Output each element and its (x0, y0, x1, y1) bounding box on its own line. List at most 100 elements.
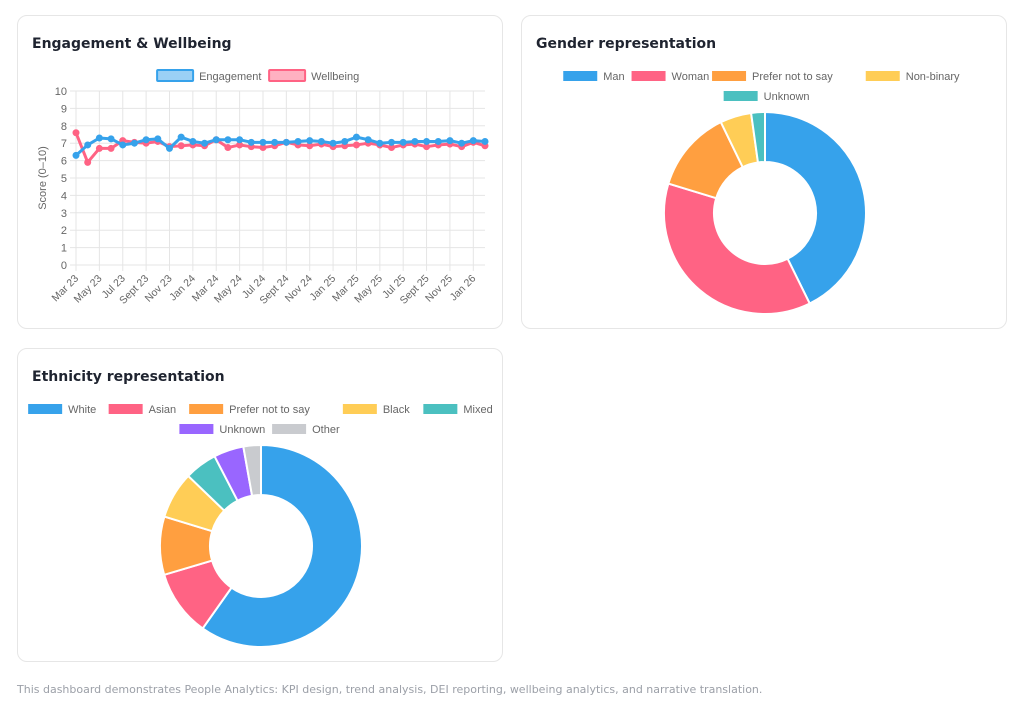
legend-item-unknown[interactable]: Unknown (179, 424, 265, 436)
slice-woman[interactable] (663, 182, 812, 315)
series-engagement (72, 133, 489, 159)
y-tick-label: 2 (61, 225, 67, 237)
data-point-engagement[interactable] (341, 137, 349, 145)
data-point-engagement[interactable] (271, 138, 279, 146)
donut-slices (663, 110, 867, 315)
y-tick-label: 8 (61, 121, 67, 133)
data-point-engagement[interactable] (84, 141, 92, 149)
data-point-engagement[interactable] (236, 136, 244, 144)
data-point-wellbeing[interactable] (95, 144, 103, 152)
legend-swatch-prefer-not-to-say (189, 404, 224, 414)
data-point-engagement[interactable] (364, 136, 372, 144)
data-point-wellbeing[interactable] (72, 129, 80, 137)
legend-label-other: Other (312, 424, 340, 436)
legend-item-non-binary[interactable]: Non-binary (865, 71, 960, 83)
y-tick-label: 10 (55, 86, 67, 98)
legend-item-unknown[interactable]: Unknown (723, 91, 810, 103)
ethnicity-card: Ethnicity representation White Asian Prefe… (17, 348, 503, 662)
legend-swatch-unknown (179, 424, 214, 434)
legend-swatch-engagement (156, 69, 195, 82)
data-point-engagement[interactable] (72, 151, 80, 159)
legend-item-white[interactable]: White (28, 404, 96, 416)
legend-swatch-wellbeing (268, 69, 307, 82)
data-point-engagement[interactable] (411, 137, 419, 145)
legend-item-prefer-not-to-say[interactable]: Prefer not to say (712, 71, 833, 83)
chart-legend: Man Woman Prefer not to say Non-binary Unkno… (563, 71, 960, 103)
legend-swatch-woman (631, 71, 666, 81)
data-point-engagement[interactable] (469, 137, 477, 145)
data-point-engagement[interactable] (329, 139, 337, 147)
data-point-engagement[interactable] (423, 137, 431, 145)
legend-swatch-black (342, 404, 377, 414)
data-point-engagement[interactable] (224, 136, 232, 144)
y-tick-label: 6 (61, 156, 67, 168)
legend-swatch-man (563, 71, 598, 81)
legend-label-prefer-not-to-say: Prefer not to say (229, 404, 310, 416)
legend-item-prefer-not-to-say[interactable]: Prefer not to say (189, 404, 310, 416)
legend-item-man[interactable]: Man (563, 71, 625, 83)
legend-item-asian[interactable]: Asian (108, 404, 177, 416)
data-point-engagement[interactable] (376, 139, 384, 147)
data-point-engagement[interactable] (306, 137, 314, 145)
x-tick-label: Jan 26 (448, 273, 479, 304)
data-point-engagement[interactable] (189, 137, 197, 145)
legend-label-unknown: Unknown (764, 91, 810, 103)
data-point-engagement[interactable] (481, 137, 489, 145)
legend-swatch-unknown (723, 91, 758, 101)
data-point-engagement[interactable] (388, 138, 396, 146)
legend-item-other[interactable]: Other (272, 424, 340, 436)
legend-label-mixed: Mixed (463, 404, 492, 416)
chart-legend: White Asian Prefer not to say Black Mixed Unk… (28, 404, 493, 436)
data-point-engagement[interactable] (177, 133, 185, 141)
data-point-engagement[interactable] (458, 139, 466, 147)
data-point-engagement[interactable] (259, 138, 267, 146)
data-point-engagement[interactable] (399, 138, 407, 146)
data-point-engagement[interactable] (142, 136, 150, 144)
data-point-engagement[interactable] (434, 137, 442, 145)
data-point-wellbeing[interactable] (84, 158, 92, 166)
legend-label-prefer-not-to-say: Prefer not to say (752, 71, 833, 83)
data-point-wellbeing[interactable] (224, 144, 232, 152)
data-point-engagement[interactable] (201, 139, 209, 147)
ethnicity-title: Ethnicity representation (32, 369, 225, 385)
data-point-engagement[interactable] (294, 137, 302, 145)
ethnicity-donut-chart: White Asian Prefer not to say Black Mixed Unk… (28, 404, 493, 648)
engagement-card: Engagement & Wellbeing Engagement Wellbei… (17, 15, 503, 329)
data-point-engagement[interactable] (317, 137, 325, 145)
legend-label-non-binary: Non-binary (906, 71, 960, 83)
gender-card: Gender representation Man Woman Prefer not… (521, 15, 1007, 329)
data-point-engagement[interactable] (154, 135, 162, 143)
data-point-engagement[interactable] (95, 134, 103, 142)
engagement-title: Engagement & Wellbeing (32, 36, 232, 52)
y-tick-label: 7 (61, 138, 67, 150)
legend-label-white: White (68, 404, 96, 416)
legend-swatch-other (272, 424, 307, 434)
data-point-engagement[interactable] (130, 139, 138, 147)
data-point-engagement[interactable] (107, 135, 115, 143)
legend-item-woman[interactable]: Woman (631, 71, 710, 83)
data-point-engagement[interactable] (446, 137, 454, 145)
legend-swatch-prefer-not-to-say (712, 71, 747, 81)
chart-legend: Engagement Wellbeing (156, 69, 359, 83)
slice-unknown[interactable] (749, 110, 766, 164)
series-wellbeing (72, 129, 489, 166)
data-point-engagement[interactable] (165, 144, 173, 152)
legend-item-wellbeing[interactable]: Wellbeing (268, 69, 359, 83)
slice-other[interactable] (242, 443, 262, 497)
slice-man[interactable] (764, 110, 867, 305)
data-point-engagement[interactable] (119, 141, 127, 149)
data-point-wellbeing[interactable] (177, 142, 185, 150)
data-point-wellbeing[interactable] (107, 144, 115, 152)
legend-item-black[interactable]: Black (342, 404, 410, 416)
data-point-engagement[interactable] (282, 138, 290, 146)
data-point-engagement[interactable] (247, 138, 255, 146)
legend-item-engagement[interactable]: Engagement (156, 69, 261, 83)
legend-label-man: Man (603, 71, 624, 83)
data-point-engagement[interactable] (352, 133, 360, 141)
legend-item-mixed[interactable]: Mixed (423, 404, 493, 416)
slice-white[interactable] (201, 443, 363, 648)
data-point-wellbeing[interactable] (352, 141, 360, 149)
y-tick-label: 5 (61, 173, 67, 185)
legend-swatch-non-binary (865, 71, 900, 81)
data-point-engagement[interactable] (212, 136, 220, 144)
